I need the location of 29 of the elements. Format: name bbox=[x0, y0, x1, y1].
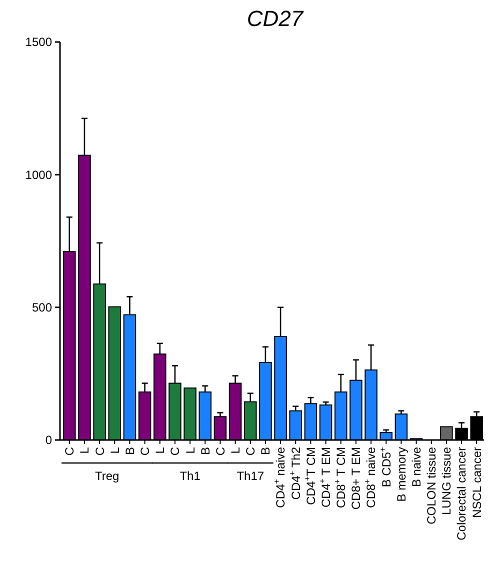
x-tick-label: L bbox=[108, 446, 122, 454]
x-tick-label: B bbox=[198, 447, 212, 456]
x-tick-label: NSCL cancer bbox=[470, 447, 484, 518]
x-tick-label: B naive bbox=[409, 446, 424, 488]
y-tick-label: 1000 bbox=[25, 168, 52, 182]
x-tick-label: COLON tissue bbox=[424, 446, 439, 524]
x-tick-label: C bbox=[213, 446, 228, 456]
x-tick-label: L bbox=[228, 446, 242, 454]
x-tick-label: Colorectal cancer bbox=[454, 446, 469, 540]
x-tick-label: C bbox=[92, 446, 107, 456]
x-tick-label: B bbox=[258, 447, 273, 456]
x-tick-label: CD8+ T EM bbox=[349, 446, 364, 510]
y-tick-label: 500 bbox=[32, 300, 52, 315]
x-tick-label: L bbox=[183, 446, 198, 454]
text: Th1 bbox=[180, 469, 201, 483]
chart-title: CD27 bbox=[246, 6, 304, 31]
x-tick-label: C bbox=[138, 446, 152, 456]
x-tick-label: B bbox=[122, 447, 137, 456]
x-tick-label: LUNG tissue bbox=[440, 446, 454, 516]
x-tick-label: L bbox=[153, 446, 168, 454]
x-tick-label: C bbox=[168, 446, 182, 456]
x-tick-label: C bbox=[62, 446, 77, 456]
x-tick-label: C bbox=[244, 446, 258, 456]
y-tick-label: 0 bbox=[45, 433, 52, 448]
text: Th17 bbox=[236, 469, 264, 483]
text: Treg bbox=[94, 469, 120, 483]
x-tick-label: B memory bbox=[394, 447, 408, 502]
x-tick-label: L bbox=[78, 446, 92, 454]
y-tick-label: 1500 bbox=[25, 35, 52, 50]
